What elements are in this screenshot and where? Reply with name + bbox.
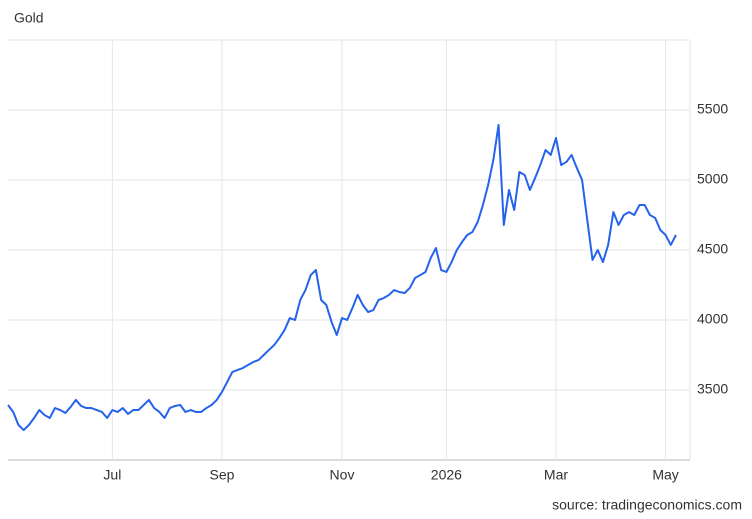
y-tick-label: 4500: [697, 241, 728, 257]
chart-title: Gold: [14, 10, 44, 26]
x-tick-label: 2026: [431, 467, 462, 483]
y-tick-label: 5000: [697, 171, 728, 187]
y-tick-label: 3500: [697, 381, 728, 397]
y-tick-label: 4000: [697, 311, 728, 327]
y-tick-label: 5500: [697, 101, 728, 117]
price-line: [7, 123, 677, 432]
x-tick-label: Jul: [103, 467, 121, 483]
x-tick-label: May: [652, 467, 678, 483]
x-tick-label: Mar: [544, 467, 568, 483]
x-tick-label: Nov: [330, 467, 355, 483]
source: source: tradingeconomics.com: [552, 497, 742, 513]
x-tick-label: Sep: [210, 467, 235, 483]
